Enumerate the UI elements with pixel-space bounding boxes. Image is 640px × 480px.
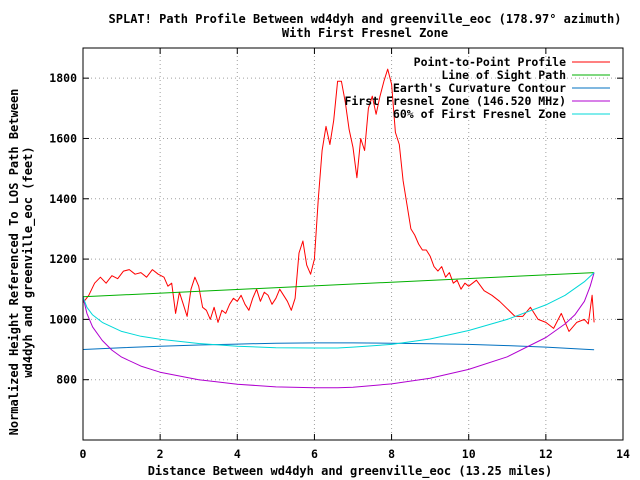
- legend-label-fresnel-zone-line: First Fresnel Zone (146.520 MHz): [344, 94, 566, 108]
- series-fresnel-zone-line: [82, 272, 595, 389]
- chart-subtitle: With First Fresnel Zone: [282, 26, 448, 40]
- x-tick-label: 12: [539, 447, 553, 461]
- y-axis-label-line1: Normalized Height Referenced To LOS Path…: [7, 89, 21, 436]
- y-tick-label: 1800: [49, 71, 77, 85]
- y-axis-label-line2: wd4dyh and greenville_eoc (feet): [21, 146, 36, 377]
- x-tick-label: 2: [157, 447, 164, 461]
- x-tick-label: 0: [80, 447, 87, 461]
- series-profile-line: [82, 68, 595, 332]
- x-tick-label: 8: [388, 447, 395, 461]
- series-earth-curvature-line: [82, 342, 595, 351]
- series-fresnel-60-line: [82, 272, 595, 349]
- legend-label-line-of-sight-line: Line of Sight Path: [441, 68, 566, 82]
- x-tick-label: 6: [311, 447, 318, 461]
- series-layer: [82, 68, 595, 389]
- chart-title: SPLAT! Path Profile Between wd4dyh and g…: [109, 12, 622, 27]
- series-line-of-sight-line: [82, 272, 595, 298]
- y-tick-label: 1200: [49, 252, 77, 266]
- x-tick-label: 14: [616, 447, 630, 461]
- legend-label-fresnel-60-line: 60% of First Fresnel Zone: [393, 107, 566, 121]
- x-axis-label: Distance Between wd4dyh and greenville_e…: [148, 464, 553, 479]
- legend-label-profile-line: Point-to-Point Profile: [414, 55, 566, 69]
- plot-frame: [82, 47, 624, 441]
- y-tick-label: 1600: [49, 131, 77, 145]
- y-tick-label: 800: [56, 373, 77, 387]
- y-tick-label: 1400: [49, 192, 77, 206]
- legend-label-earth-curvature-line: Earth's Curvature Contour: [393, 81, 566, 95]
- y-tick-label: 1000: [49, 312, 77, 326]
- x-tick-label: 4: [234, 447, 241, 461]
- grid-layer: [83, 48, 623, 440]
- x-tick-label: 10: [462, 447, 476, 461]
